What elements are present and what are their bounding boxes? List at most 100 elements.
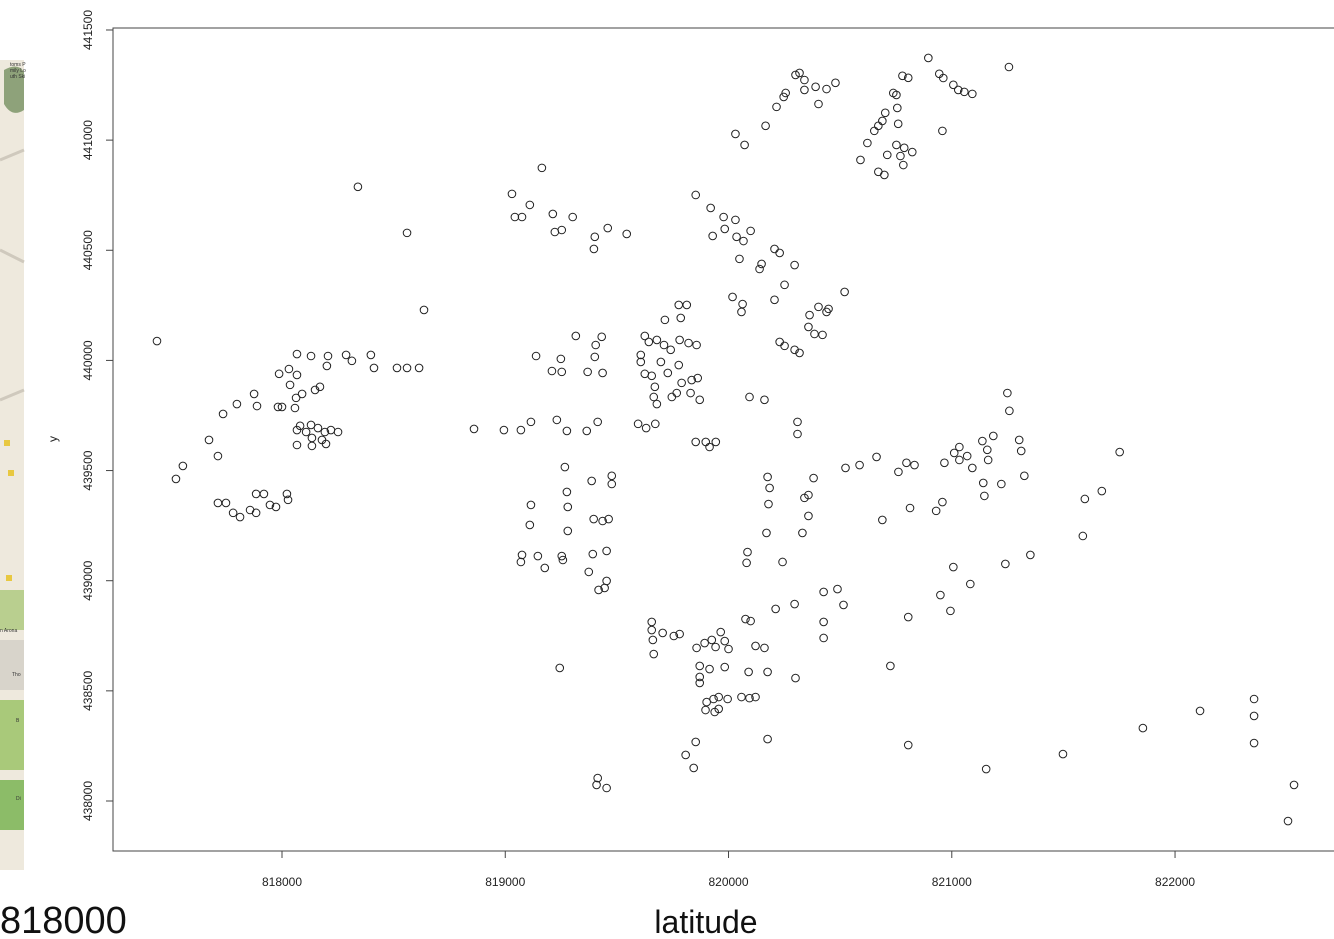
point bbox=[690, 764, 698, 772]
point bbox=[742, 615, 750, 623]
y-tick-label: 438500 bbox=[81, 671, 95, 711]
point bbox=[772, 605, 780, 613]
point bbox=[732, 130, 740, 138]
point bbox=[291, 404, 299, 412]
point bbox=[302, 428, 310, 436]
point bbox=[651, 420, 659, 428]
point bbox=[879, 117, 887, 125]
point bbox=[608, 472, 616, 480]
point bbox=[1015, 436, 1023, 444]
point bbox=[794, 418, 802, 426]
point bbox=[594, 774, 602, 782]
point bbox=[820, 634, 828, 642]
point bbox=[732, 216, 740, 224]
point bbox=[526, 201, 534, 209]
point bbox=[729, 293, 737, 301]
map-label: Tho bbox=[12, 672, 21, 678]
point bbox=[879, 516, 887, 524]
point bbox=[806, 311, 814, 319]
point bbox=[904, 741, 912, 749]
point bbox=[982, 765, 990, 773]
point bbox=[1059, 750, 1067, 758]
map-label: uth Ski bbox=[10, 74, 25, 80]
point bbox=[950, 81, 958, 89]
point bbox=[541, 564, 549, 572]
point bbox=[403, 229, 411, 237]
point bbox=[518, 213, 526, 221]
point bbox=[842, 464, 850, 472]
point bbox=[517, 558, 525, 566]
point bbox=[603, 547, 611, 555]
point bbox=[717, 628, 725, 636]
point bbox=[517, 426, 525, 434]
point bbox=[660, 341, 668, 349]
point bbox=[764, 473, 772, 481]
point bbox=[990, 432, 998, 440]
point bbox=[779, 558, 787, 566]
point bbox=[420, 306, 428, 314]
point bbox=[298, 390, 306, 398]
point bbox=[682, 751, 690, 759]
point bbox=[746, 393, 754, 401]
point bbox=[308, 442, 316, 450]
map-marker bbox=[6, 575, 12, 581]
point bbox=[250, 390, 258, 398]
x-tick-label: 819000 bbox=[485, 875, 525, 889]
point bbox=[222, 499, 230, 507]
point bbox=[653, 400, 661, 408]
point bbox=[648, 372, 656, 380]
point bbox=[895, 468, 903, 476]
point bbox=[649, 636, 657, 644]
point bbox=[518, 551, 526, 559]
point bbox=[706, 443, 714, 451]
point bbox=[657, 358, 665, 366]
point bbox=[548, 367, 556, 375]
point bbox=[1005, 63, 1013, 71]
point bbox=[969, 90, 977, 98]
point bbox=[678, 379, 686, 387]
point bbox=[532, 352, 540, 360]
point bbox=[1284, 817, 1292, 825]
point bbox=[792, 674, 800, 682]
point bbox=[733, 233, 741, 241]
point bbox=[709, 232, 717, 240]
point bbox=[470, 425, 478, 433]
map-marker bbox=[8, 470, 14, 476]
point bbox=[637, 351, 645, 359]
point bbox=[721, 663, 729, 671]
point bbox=[677, 314, 685, 322]
point bbox=[236, 513, 244, 521]
point bbox=[871, 127, 879, 135]
point bbox=[712, 438, 720, 446]
point bbox=[685, 339, 693, 347]
point bbox=[558, 368, 566, 376]
point bbox=[594, 418, 602, 426]
point bbox=[1017, 447, 1025, 455]
point bbox=[648, 618, 656, 626]
point bbox=[653, 336, 661, 344]
point bbox=[894, 104, 902, 112]
point bbox=[950, 563, 958, 571]
point bbox=[179, 462, 187, 470]
point bbox=[736, 255, 744, 263]
point bbox=[637, 358, 645, 366]
point bbox=[252, 509, 260, 517]
point bbox=[832, 79, 840, 87]
point bbox=[590, 515, 598, 523]
point bbox=[585, 568, 593, 576]
map-block bbox=[0, 640, 24, 690]
point bbox=[623, 230, 631, 238]
point bbox=[979, 437, 987, 445]
point bbox=[214, 452, 222, 460]
point bbox=[692, 191, 700, 199]
x-axis-title: latitude bbox=[654, 904, 757, 939]
point bbox=[673, 389, 681, 397]
point bbox=[675, 301, 683, 309]
point bbox=[650, 393, 658, 401]
chart: toms P mily Lo uth Ski n Arona Tho B Di … bbox=[0, 0, 1334, 939]
point bbox=[881, 171, 889, 179]
point bbox=[696, 396, 704, 404]
point bbox=[856, 461, 864, 469]
point bbox=[1081, 495, 1089, 503]
point bbox=[308, 434, 316, 442]
